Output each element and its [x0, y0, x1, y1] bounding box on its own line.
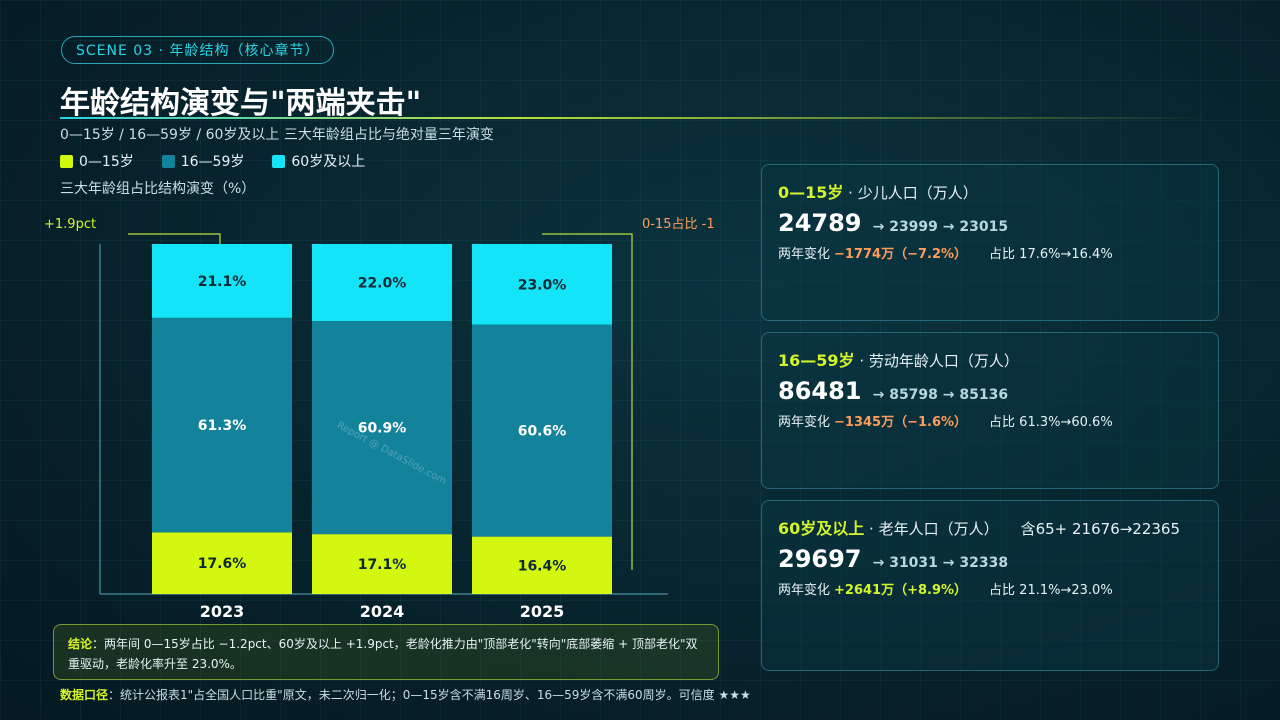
card-trend: → 31031 → 32338 [872, 555, 1009, 571]
legend-item-0-15: 0—15岁 [60, 151, 134, 171]
data-label-2024-2: 22.0% [358, 276, 407, 292]
data-note-text: ：统计公报表1"占全国人口比重"原文，未二次归一化；0—15岁含不满16周岁、1… [108, 688, 751, 702]
card-change: 两年变化 −1345万（−1.6%） 占比 61.3%→60.6% [778, 411, 1202, 430]
page-title: 年龄结构演变与"两端夹击" [60, 86, 422, 121]
x-tick-label-2023: 2023 [200, 602, 245, 620]
stacked-bar-chart: 17.6% 61.3% 21.1% 2023 17.1% 60.9% 22.0% 2024 16… [44, 217, 715, 620]
data-label-2025-1: 60.6% [518, 424, 567, 440]
card-main-value: 29697 → 31031 → 32338 [778, 545, 1202, 573]
card-change: 两年变化 +2641万（+8.9%） 占比 21.1%→23.0% [778, 579, 1202, 598]
legend-item-60-plus: 60岁及以上 [272, 151, 365, 171]
card-change-label: 两年变化 [778, 415, 831, 430]
card-main-value: 86481 → 85798 → 85136 [778, 377, 1202, 405]
x-tick-label-2025: 2025 [520, 602, 565, 620]
card-title-rest: · 劳动年龄人口（万人） [854, 352, 1019, 370]
card-title: 16—59岁 · 劳动年龄人口（万人） [778, 347, 1202, 371]
card-change-value: −1345万（−1.6%） [834, 415, 968, 430]
x-tick-label-2024: 2024 [360, 602, 405, 620]
bar-segment-2025-0 [472, 536, 612, 594]
page-subtitle: 0—15岁 / 16—59岁 / 60岁及以上 三大年龄组占比与绝对量三年演变 [60, 127, 494, 143]
card-change-label: 两年变化 [778, 583, 831, 598]
card-share: 占比 21.1%→23.0% [989, 583, 1113, 598]
card-60-plus: 60岁及以上 · 老年人口（万人） 含65+ 21676→22365 29697 … [761, 500, 1219, 671]
card-main-value: 24789 → 23999 → 23015 [778, 209, 1202, 237]
card-title: 0—15岁 · 少儿人口（万人） [778, 179, 1202, 203]
card-highlight: 16—59岁 [778, 351, 855, 370]
conclusion-box: 结论：两年间 0—15岁占比 −1.2pct、60岁及以上 +1.9pct，老龄… [53, 624, 719, 680]
scene-badge: SCENE 03 · 年龄结构（核心章节） [61, 36, 335, 64]
card-share: 占比 61.3%→60.6% [989, 415, 1113, 430]
card-title-rest: · 少儿人口（万人） [843, 184, 978, 202]
data-label-2024-0: 17.1% [358, 557, 407, 573]
bar-segment-2023-1 [152, 317, 292, 533]
data-label-2024-1: 60.9% [358, 421, 407, 437]
annotation-bracket-left [128, 233, 221, 244]
legend-label-0-15: 0—15岁 [79, 154, 134, 170]
bar-segment-2024-2 [312, 244, 452, 321]
bar-segment-2023-0 [152, 532, 292, 594]
card-change-value: −1774万（−7.2%） [834, 247, 968, 262]
card-change: 两年变化 −1774万（−7.2%） 占比 17.6%→16.4% [778, 243, 1202, 262]
bar-segment-2024-0 [312, 534, 452, 594]
card-change-label: 两年变化 [778, 247, 831, 262]
data-label-2025-2: 23.0% [518, 277, 567, 293]
chart-heading: 三大年龄组占比结构演变（%） [60, 181, 256, 197]
conclusion-text: ：两年间 0—15岁占比 −1.2pct、60岁及以上 +1.9pct，老龄化推… [68, 637, 698, 671]
card-change-value: +2641万（+8.9%） [834, 583, 968, 598]
card-share: 占比 17.6%→16.4% [989, 247, 1113, 262]
bar-segment-2024-1 [312, 321, 452, 535]
data-note-label: 数据口径 [60, 688, 109, 702]
card-16-59: 16—59岁 · 劳动年龄人口（万人） 86481 → 85798 → 8513… [761, 332, 1219, 489]
data-note: 数据口径：统计公报表1"占全国人口比重"原文，未二次归一化；0—15岁含不满16… [60, 686, 751, 703]
card-big-number: 86481 [778, 377, 862, 405]
data-label-2023-1: 61.3% [198, 418, 247, 434]
annotation-bracket-right [542, 233, 633, 570]
bar-segment-2025-1 [472, 324, 612, 537]
legend-swatch-0-15 [60, 154, 73, 168]
card-title-rest: · 老年人口（万人） [864, 520, 999, 538]
bar-segment-2025-2 [472, 244, 612, 325]
card-title: 60岁及以上 · 老年人口（万人） 含65+ 21676→22365 [778, 515, 1202, 539]
card-highlight: 60岁及以上 [778, 519, 865, 538]
card-trend: → 85798 → 85136 [872, 387, 1009, 403]
card-extra-note: 含65+ 21676→22365 [1020, 520, 1181, 538]
legend-swatch-16-59 [161, 154, 175, 168]
card-0-15: 0—15岁 · 少儿人口（万人） 24789 → 23999 → 23015 两… [761, 164, 1219, 321]
annotation-right: 0-15占比 -1 [642, 217, 715, 232]
legend-item-16-59: 16—59岁 [161, 151, 245, 171]
legend-label-60-plus: 60岁及以上 [291, 154, 366, 170]
conclusion-label: 结论 [68, 637, 93, 651]
card-highlight: 0—15岁 [778, 183, 844, 202]
card-big-number: 24789 [778, 209, 862, 237]
data-label-2025-0: 16.4% [518, 558, 567, 574]
bar-segment-2023-2 [152, 244, 292, 318]
chart-legend: 0—15岁 16—59岁 60岁及以上 [60, 151, 365, 171]
legend-label-16-59: 16—59岁 [180, 154, 245, 170]
data-label-2023-0: 17.6% [198, 556, 247, 572]
annotation-left: +1.9pct [44, 217, 96, 232]
title-underline [60, 117, 1210, 119]
card-trend: → 23999 → 23015 [872, 219, 1009, 235]
card-big-number: 29697 [778, 545, 862, 573]
data-label-2023-2: 21.1% [198, 274, 247, 290]
legend-swatch-60-plus [272, 154, 286, 168]
